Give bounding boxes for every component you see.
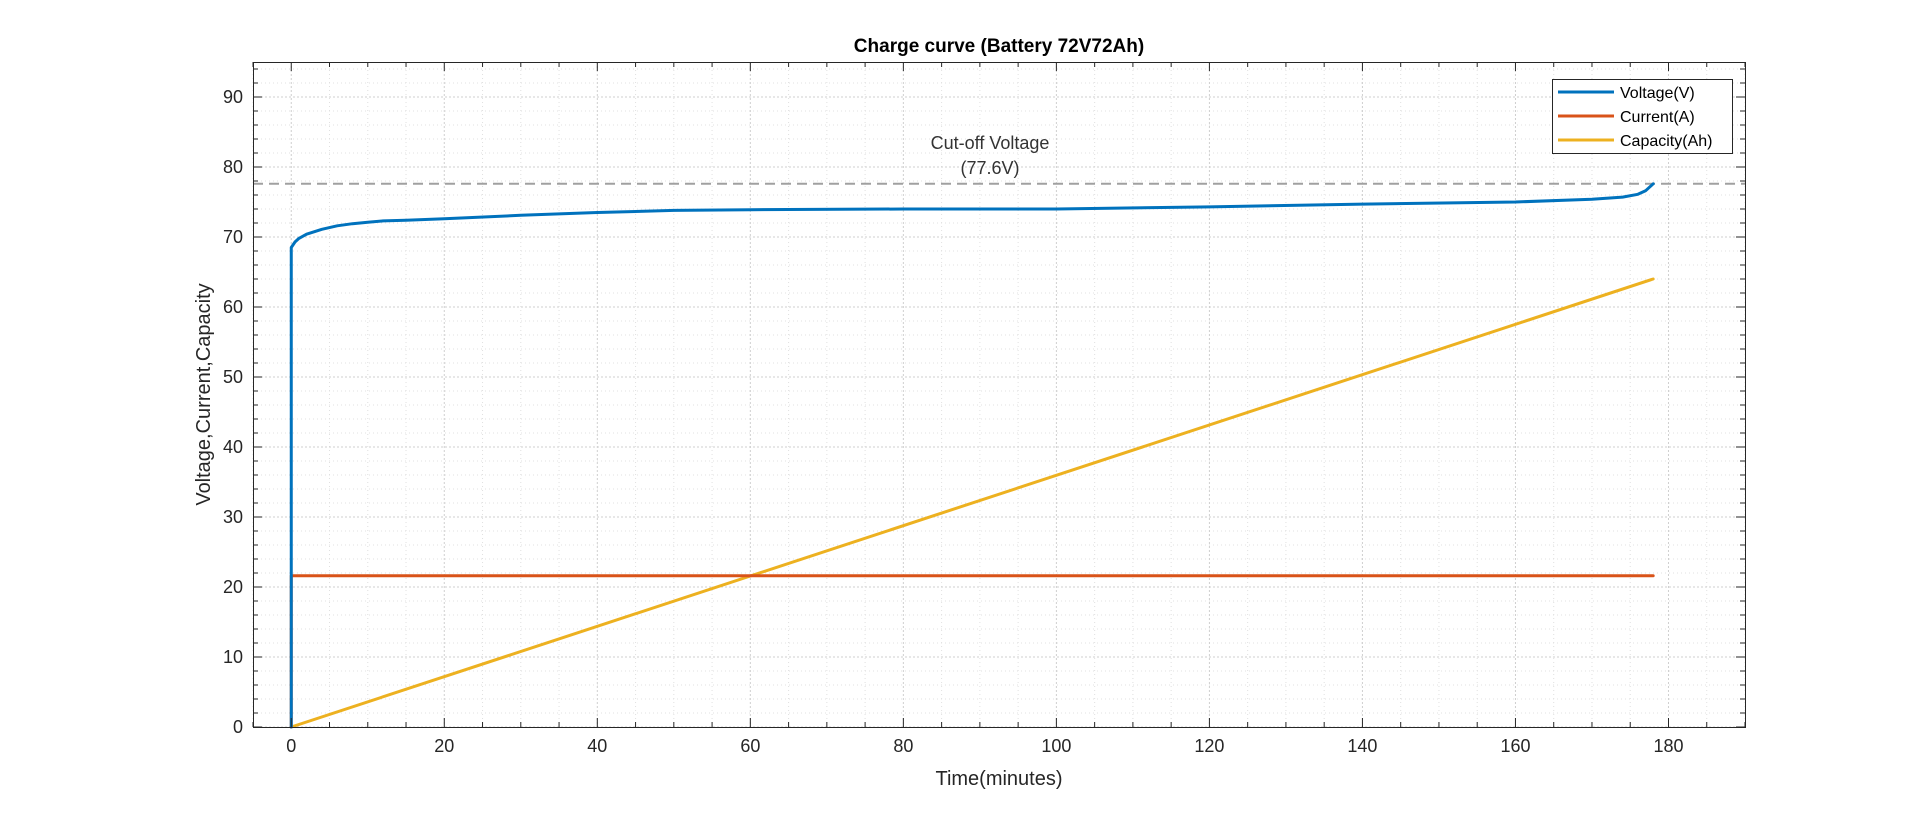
y-tick-label: 90 bbox=[223, 87, 243, 107]
y-tick-label: 10 bbox=[223, 647, 243, 667]
y-tick-label: 30 bbox=[223, 507, 243, 527]
y-tick-label: 0 bbox=[233, 717, 243, 737]
x-tick-label: 40 bbox=[587, 736, 607, 756]
x-tick-label: 120 bbox=[1194, 736, 1224, 756]
y-axis-label: Voltage,Current,Capacity bbox=[193, 283, 215, 505]
x-tick-label: 180 bbox=[1653, 736, 1683, 756]
y-tick-label: 80 bbox=[223, 157, 243, 177]
legend-entry-voltage: Voltage(V) bbox=[1620, 85, 1695, 102]
series-layer bbox=[289, 182, 1655, 729]
legend-entry-capacity: Capacity(Ah) bbox=[1620, 133, 1712, 150]
tick-labels: 0 20 40 60 80 100 120 140 160 180 0 10 20 30 40 50 60 70 8… bbox=[223, 87, 1684, 756]
x-tick-label: 140 bbox=[1347, 736, 1377, 756]
axis-ticks bbox=[252, 62, 1746, 728]
y-tick-label: 60 bbox=[223, 297, 243, 317]
x-tick-label: 100 bbox=[1041, 736, 1071, 756]
series-capacity-line bbox=[289, 277, 1655, 729]
series-voltage-line bbox=[289, 182, 1655, 729]
x-tick-label: 20 bbox=[434, 736, 454, 756]
y-tick-label: 50 bbox=[223, 367, 243, 387]
chart-title: Charge curve (Battery 72V72Ah) bbox=[854, 36, 1144, 57]
cutoff-label: Cut-off Voltage bbox=[931, 133, 1050, 153]
plot-frame bbox=[253, 62, 1746, 728]
x-axis-label: Time(minutes) bbox=[935, 768, 1062, 790]
minor-grid bbox=[252, 62, 1746, 727]
y-tick-label: 20 bbox=[223, 577, 243, 597]
y-tick-label: 40 bbox=[223, 437, 243, 457]
cutoff-value-label: (77.6V) bbox=[960, 158, 1019, 178]
legend: Voltage(V) Current(A) Capacity(Ah) bbox=[1552, 79, 1733, 154]
x-tick-label: 0 bbox=[286, 736, 296, 756]
y-tick-label: 70 bbox=[223, 227, 243, 247]
x-tick-label: 160 bbox=[1500, 736, 1530, 756]
x-tick-label: 80 bbox=[893, 736, 913, 756]
x-tick-label: 60 bbox=[740, 736, 760, 756]
plot-area bbox=[253, 62, 1745, 727]
legend-entry-current: Current(A) bbox=[1620, 109, 1695, 126]
